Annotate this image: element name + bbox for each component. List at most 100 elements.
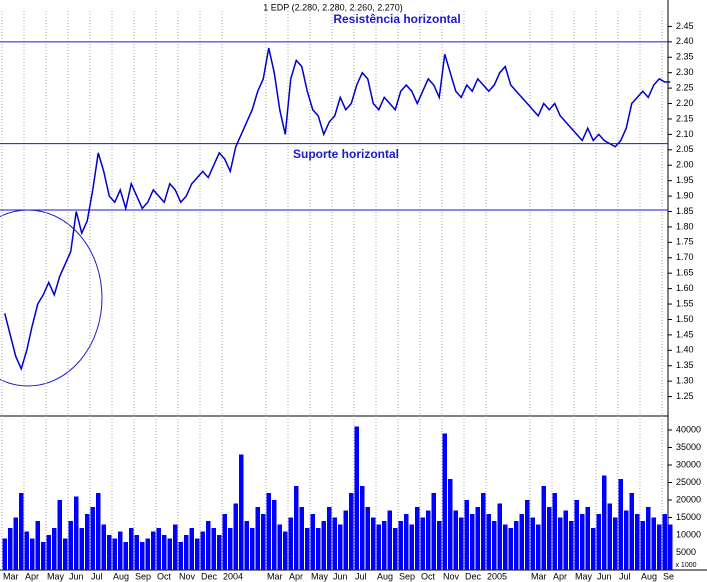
y2-tick-label: 30000 [676, 459, 701, 469]
x-tick-label: Nov [179, 571, 196, 581]
volume-bar [151, 531, 156, 570]
volume-bar [96, 493, 101, 570]
y2-tick-label: 40000 [676, 424, 701, 434]
y-tick-label: 1.80 [676, 221, 694, 231]
x-tick-label: 2005 [487, 571, 507, 581]
volume-bar [189, 528, 194, 570]
y-tick-label: 2.00 [676, 160, 694, 170]
volume-bar [178, 542, 183, 570]
volume-bar [239, 454, 244, 570]
volume-bar [107, 535, 112, 570]
volume-bar [448, 479, 453, 570]
x-tick-label: Jul [355, 571, 367, 581]
volume-bar [613, 517, 618, 570]
volume-bar [459, 517, 464, 570]
volume-bar [426, 510, 431, 570]
x-tick-label: Jun [333, 571, 348, 581]
volume-bar [376, 524, 381, 570]
volume-bar [640, 521, 645, 570]
volume-bar [156, 528, 161, 570]
x-tick-label: Se [663, 571, 674, 581]
volume-bar [442, 433, 447, 570]
volume-bar [30, 538, 35, 570]
volume-bar [393, 528, 398, 570]
volume-bar [475, 507, 480, 570]
x-tick-label: Jul [91, 571, 103, 581]
y2-tick-label: 20000 [676, 494, 701, 504]
volume-bar [310, 514, 315, 570]
volume-bar [338, 524, 343, 570]
volume-bar [316, 528, 321, 570]
volume-bar [629, 493, 634, 570]
volume-bar [365, 507, 370, 570]
volume-bar [8, 528, 13, 570]
volume-bar [195, 538, 200, 570]
x-tick-label: Aug [641, 571, 657, 581]
volume-bar [497, 503, 502, 570]
y-tick-label: 1.70 [676, 252, 694, 262]
volume-bar [519, 514, 524, 570]
y2-tick-label: 25000 [676, 477, 701, 487]
volume-bar [552, 493, 557, 570]
volume-bar [41, 542, 46, 570]
volume-bar [508, 528, 513, 570]
volume-bar [657, 524, 662, 570]
x-tick-label: Dec [201, 571, 218, 581]
volume-bar [123, 542, 128, 570]
x-tick-label: Nov [443, 571, 460, 581]
volume-bar [607, 503, 612, 570]
reference-label: Suporte horizontal [293, 147, 399, 161]
volume-bar [288, 517, 293, 570]
volume-bar [541, 486, 546, 570]
volume-bar [112, 538, 117, 570]
volume-bar [217, 535, 222, 570]
volume-bar [503, 524, 508, 570]
x-tick-label: May [311, 571, 329, 581]
volume-bar [415, 507, 420, 570]
volume-bar [635, 514, 640, 570]
x-tick-label: May [47, 571, 65, 581]
x-tick-label: Sep [135, 571, 151, 581]
volume-bar [299, 507, 304, 570]
volume-bar [349, 493, 354, 570]
y-tick-label: 1.95 [676, 175, 694, 185]
volume-bar [266, 493, 271, 570]
volume-bar [420, 517, 425, 570]
volume-bar [360, 486, 365, 570]
volume-bar [398, 521, 403, 570]
volume-bar [173, 524, 178, 570]
volume-bar [101, 524, 106, 570]
y-tick-label: 2.05 [676, 144, 694, 154]
y-tick-label: 2.20 [676, 98, 694, 108]
volume-bar [35, 521, 40, 570]
volume-bar [222, 514, 227, 570]
volume-bar [244, 521, 249, 570]
volume-bar [272, 500, 277, 570]
volume-bar [19, 493, 24, 570]
x-tick-label: Apr [553, 571, 567, 581]
x-tick-label: Jun [69, 571, 84, 581]
x-tick-label: Apr [25, 571, 39, 581]
volume-bar [305, 528, 310, 570]
y-tick-label: 2.15 [676, 113, 694, 123]
volume-bar [2, 538, 7, 570]
y2-tick-label: 10000 [676, 529, 701, 539]
volume-bar [167, 538, 172, 570]
volume-bar [530, 517, 535, 570]
chart-title: 1 EDP (2.280, 2.280, 2.260, 2.270) [263, 2, 402, 12]
x-tick-label: Dec [465, 571, 482, 581]
volume-bar [68, 521, 73, 570]
volume-bar [90, 507, 95, 570]
volume-bar [585, 507, 590, 570]
volume-bar [569, 521, 574, 570]
y-tick-label: 1.60 [676, 283, 694, 293]
y-tick-label: 1.90 [676, 190, 694, 200]
volume-bar [184, 535, 189, 570]
volume-bar [52, 528, 57, 570]
volume-bar [79, 528, 84, 570]
volume-bar [492, 521, 497, 570]
x-tick-label: Aug [377, 571, 393, 581]
x-tick-label: 2004 [223, 571, 243, 581]
y-tick-label: 1.75 [676, 237, 694, 247]
volume-bar [574, 500, 579, 570]
